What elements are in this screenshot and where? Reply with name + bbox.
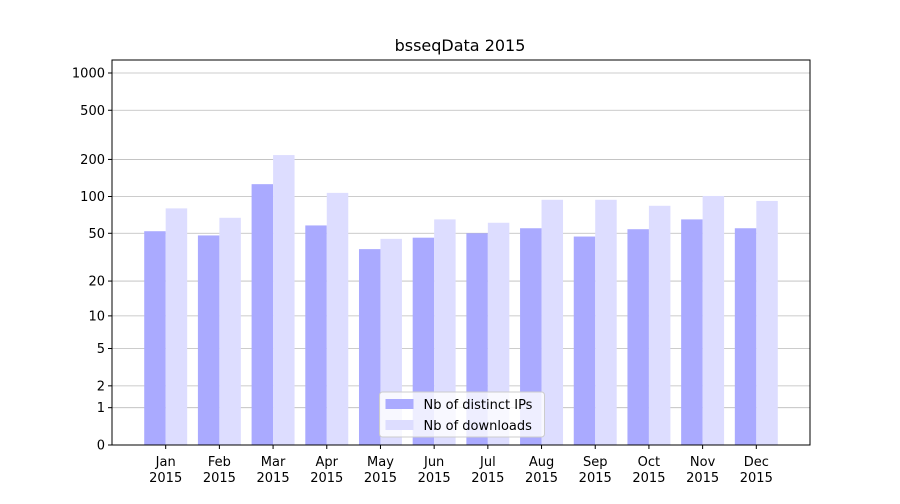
legend-label: Nb of downloads — [424, 419, 533, 434]
y-tick-label: 50 — [88, 227, 105, 242]
bar — [251, 184, 274, 445]
bar — [434, 219, 456, 445]
y-tick-label: 0 — [97, 439, 105, 454]
bar — [305, 225, 327, 445]
bar — [756, 200, 778, 445]
x-tick-label: Jul 2015 — [471, 455, 504, 486]
y-tick-label: 100 — [80, 190, 105, 205]
y-tick-label: 10 — [88, 309, 105, 324]
x-tick-label: Nov 2015 — [686, 455, 719, 486]
y-tick-label: 1 — [97, 401, 105, 416]
y-tick-label: 5 — [97, 342, 105, 357]
bar — [273, 155, 295, 446]
bar — [144, 231, 166, 445]
bar — [702, 195, 725, 445]
x-tick-label: Aug 2015 — [525, 455, 558, 486]
x-tick-label: Jan 2015 — [149, 455, 182, 486]
x-tick-label: Jun 2015 — [418, 455, 451, 486]
plot-frame — [111, 59, 811, 446]
legend-swatch — [385, 420, 414, 430]
bar — [358, 249, 381, 445]
y-tick-label: 20 — [88, 275, 105, 290]
y-tick-label: 2 — [97, 379, 105, 394]
bar — [681, 219, 703, 445]
bar — [197, 235, 220, 445]
legend-box — [379, 391, 545, 438]
x-tick-label: Apr 2015 — [310, 455, 343, 486]
y-tick-label: 1000 — [72, 66, 105, 81]
bar — [734, 228, 757, 445]
bar — [326, 192, 349, 445]
y-tick-label: 500 — [80, 104, 105, 119]
bar — [520, 228, 542, 445]
legend-swatch — [385, 399, 414, 409]
bar — [165, 208, 188, 445]
x-tick-label: Dec 2015 — [740, 455, 773, 486]
x-tick-label: Sep 2015 — [579, 455, 612, 486]
bar — [487, 222, 510, 445]
x-tick-label: May 2015 — [364, 455, 397, 486]
bar — [573, 236, 596, 445]
bar — [219, 217, 241, 445]
x-tick-label: Oct 2015 — [632, 455, 665, 486]
legend-label: Nb of distinct IPs — [424, 398, 533, 413]
y-tick-label: 200 — [80, 153, 105, 168]
bar — [648, 205, 671, 445]
bar — [627, 229, 649, 445]
x-tick-label: Feb 2015 — [203, 455, 236, 486]
bar — [595, 199, 617, 445]
bar — [541, 199, 564, 445]
chart-title: bsseqData 2015 — [395, 36, 526, 55]
x-tick-label: Mar 2015 — [257, 455, 290, 486]
